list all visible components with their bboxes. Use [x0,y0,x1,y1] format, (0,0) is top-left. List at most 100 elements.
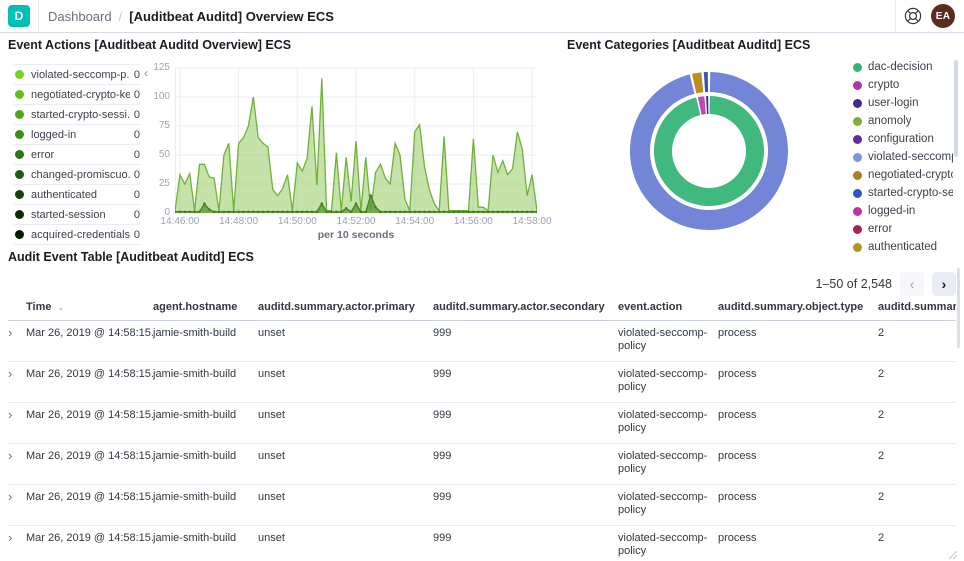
legend-value: 0 [133,228,140,241]
event-categories-legend-item[interactable]: authenticated [853,238,953,256]
event-categories-legend-item[interactable]: negotiated-crypto... [853,166,953,184]
event-categories-legend-item[interactable]: logged-in [853,202,953,220]
event-actions-legend-item[interactable]: acquired-credentials 0 [14,225,140,245]
column-header-auditd-summary-actor-primary[interactable]: auditd.summary.actor.primary [258,301,415,313]
event-categories-donut-chart[interactable] [609,51,809,256]
row-expand-icon[interactable]: › [8,489,13,504]
legend-value: 0 [133,108,140,121]
legend-color-dot [15,90,24,99]
event-categories-legend-item[interactable]: user-login [853,94,953,112]
column-header-event-action[interactable]: event.action [618,301,683,313]
table-cell: 2 [878,532,885,544]
event-actions-legend-item[interactable]: violated-seccomp-p... 0 [14,64,140,85]
event-actions-legend-item[interactable]: started-crypto-sessi... 0 [14,105,140,125]
y-axis-tick-label: 50 [158,149,170,160]
table-cell: 999 [433,450,452,462]
table-cell: 2 [878,327,885,339]
event-actions-legend-item[interactable]: authenticated 0 [14,185,140,205]
column-header-auditd-summary-actor-secondary[interactable]: auditd.summary.actor.secondary [433,301,605,313]
event-actions-legend-item[interactable]: started-session 0 [14,205,140,225]
table-cell: unset [258,327,285,339]
table-cell: process [718,409,757,421]
donut-slice-violated-seccomp-policy[interactable] [629,72,788,231]
legend-color-dot [853,134,862,144]
event-actions-legend-item[interactable]: negotiated-crypto-key 0 [14,85,140,105]
legend-color-dot [853,170,862,180]
event-categories-legend-item[interactable]: crypto [853,76,953,94]
table-body: › Mar 26, 2019 @ 14:58:15.245 jamie-smith-… [8,321,956,561]
dashboard-app-icon[interactable]: D [8,5,30,27]
x-axis-title: per 10 seconds [317,229,395,241]
x-axis-tick-label: 14:50:00 [277,216,317,227]
event-categories-legend-item[interactable]: dac-decision [853,58,953,76]
table-row[interactable]: › Mar 26, 2019 @ 14:58:15.245jamie-smith-… [8,526,956,561]
breadcrumb-dashboard-link[interactable]: Dashboard [48,8,112,24]
resize-handle[interactable] [946,547,958,561]
legend-collapse-icon[interactable]: ‹ [144,66,148,80]
next-page-button[interactable]: › [932,272,956,296]
table-cell: violated-seccomp-policy [618,532,708,557]
table-cell: Mar 26, 2019 @ 14:58:15.245 [26,368,153,380]
legend-color-dot [15,190,24,199]
table-row[interactable]: › Mar 26, 2019 @ 14:58:15.245jamie-smith-… [8,321,956,362]
donut-slice-negotiated-crypto-key[interactable] [692,72,704,94]
table-row[interactable]: › Mar 26, 2019 @ 14:58:15.245jamie-smith-… [8,362,956,403]
column-header-time[interactable]: Time ⌄ [26,301,65,313]
legend-label: dac-decision [868,61,933,73]
table-cell: unset [258,368,285,380]
table-cell: Mar 26, 2019 @ 14:58:15.245 [26,409,153,421]
column-header-auditd-summary-object-type[interactable]: auditd.summary.object.type [718,301,864,313]
legend-scrollbar[interactable] [954,60,958,157]
row-expand-icon[interactable]: › [8,530,13,545]
legend-color-dot [15,110,24,119]
donut-slice-started-crypto-session[interactable] [703,72,709,93]
legend-value: 0 [133,68,140,81]
legend-color-dot [15,70,24,79]
legend-color-dot [15,130,24,139]
event-actions-area-chart[interactable] [173,67,539,214]
legend-label: logged-in [868,205,916,217]
legend-value: 0 [133,128,140,141]
sort-descending-icon[interactable]: ⌄ [54,302,65,312]
event-categories-legend-item[interactable]: error [853,220,953,238]
legend-label: error [31,148,55,161]
event-categories-legend-item[interactable]: violated-seccomp... [853,148,953,166]
legend-color-dot [853,62,862,72]
row-expand-icon[interactable]: › [8,448,13,463]
event-actions-legend-item[interactable]: changed-promiscuo... 0 [14,165,140,185]
row-expand-icon[interactable]: › [8,407,13,422]
table-cell: violated-seccomp-policy [618,450,708,475]
user-avatar[interactable]: EA [931,4,955,28]
row-expand-icon[interactable]: › [8,366,13,381]
event-actions-legend-item[interactable]: error 0 [14,145,140,165]
event-categories-legend-item[interactable]: configuration [853,130,953,148]
donut-slice-user-login[interactable] [706,96,709,115]
previous-page-button[interactable]: ‹ [900,272,924,296]
column-header-auditd-summary[interactable]: auditd.summary [878,301,956,313]
column-header-agent-hostname[interactable]: agent.hostname [153,301,238,313]
table-cell: 2 [878,409,885,421]
legend-label: error [868,223,893,235]
event-actions-panel-title: Event Actions [Auditbeat Auditd Overview… [8,38,292,52]
table-row[interactable]: › Mar 26, 2019 @ 14:58:15.245jamie-smith-… [8,444,956,485]
donut-slice-crypto[interactable] [697,96,706,115]
table-cell: unset [258,491,285,503]
row-expand-icon[interactable]: › [8,325,13,340]
table-row[interactable]: › Mar 26, 2019 @ 14:58:15.245jamie-smith-… [8,485,956,526]
event-categories-legend: dac-decision crypto user-login anomoly confi… [853,58,953,256]
x-axis-tick-label: 14:54:00 [395,216,435,227]
donut-slice-dac-decision[interactable] [653,96,764,207]
legend-label: anomoly [868,115,912,127]
table-cell: jamie-smith-build [153,532,237,544]
table-row[interactable]: › Mar 26, 2019 @ 14:58:15.245jamie-smith-… [8,403,956,444]
event-categories-legend-item[interactable]: started-crypto-se... [853,184,953,202]
legend-color-dot [853,206,862,216]
help-icon[interactable] [903,6,923,26]
top-navigation-bar: D Dashboard / [Auditbeat Auditd] Overvie… [0,0,964,33]
legend-label: negotiated-crypto-key [31,88,130,101]
legend-label: authenticated [31,188,98,201]
event-categories-legend-item[interactable]: anomoly [853,112,953,130]
legend-label: violated-seccomp-p... [31,68,130,81]
event-actions-legend-item[interactable]: logged-in 0 [14,125,140,145]
table-vertical-scrollbar[interactable] [957,268,960,348]
